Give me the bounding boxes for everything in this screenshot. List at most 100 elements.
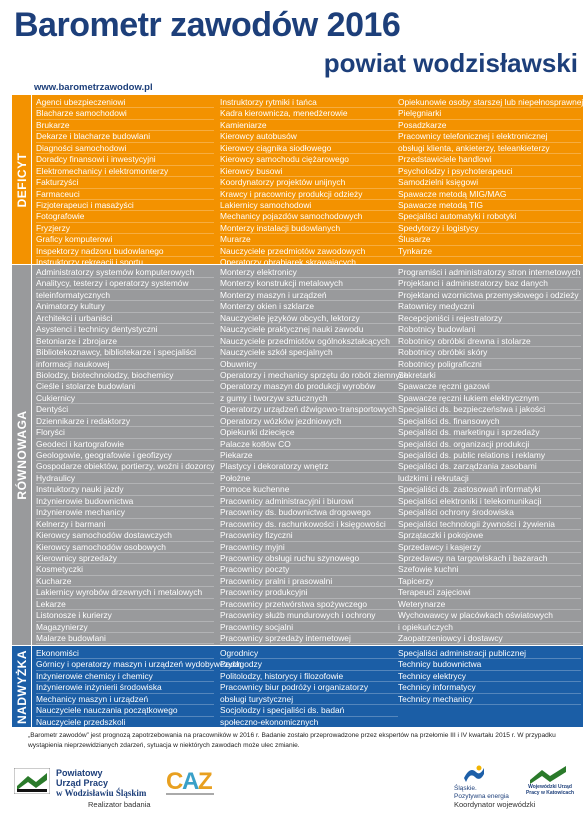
occupation: Kucharze — [36, 576, 214, 588]
occupation: Cieśle i stolarze budowlani — [36, 381, 214, 393]
occupation: Nauczyciele nauczania początkowego — [36, 705, 214, 717]
occupation: Ekonomiści — [36, 648, 214, 660]
occupation: Sprzedawcy na targowiskach i bazarach — [398, 553, 581, 565]
occupation: z gumy i tworzyw sztucznych — [220, 393, 398, 405]
occupation: Pracownicy myjni — [220, 542, 398, 553]
wup-logo: Wojewódzki Urząd Pracy w Katowicach — [525, 784, 575, 796]
occupation: Diagności samochodowi — [36, 143, 214, 155]
column: Agenci ubezpieczeniowi Blacharze samochod… — [36, 97, 214, 269]
occupation: Nauczyciele przedszkoli — [36, 717, 214, 729]
occupation: Dentyści — [36, 404, 214, 416]
occupation: Obuwnicy — [220, 359, 398, 370]
occupation: Mechanicy maszyn i urządzeń — [36, 694, 214, 706]
occupation: Robotnicy obróbki skóry — [398, 347, 581, 359]
occupation: Opiekunowie osoby starszej lub niepełnos… — [398, 97, 584, 109]
occupation: informacji naukowej — [36, 359, 214, 370]
occupation: Zaopatrzeniowcy i dostawcy — [398, 633, 581, 645]
occupation: Kierownicy sprzedaży — [36, 553, 214, 565]
section-label-strip: DEFICYT — [12, 95, 32, 264]
occupation: Robotnicy poligraficzni — [398, 359, 581, 370]
occupation: Samodzielni księgowi — [398, 177, 581, 189]
occupation: Pracownicy sprzedaży internetowej — [220, 633, 398, 645]
subtitle: powiat wodzisławski — [323, 48, 578, 78]
logo-line: Powiatowy — [56, 768, 103, 778]
section: NADWYŻKA Ekonomiści Górnicy i operatorzy m… — [12, 646, 583, 729]
occupation: Fakturzyści — [36, 177, 214, 189]
column: Instruktorzy rytmiki i tańca Kadra kierow… — [220, 97, 398, 269]
occupation: Dekarze i blacharze budowlani — [36, 131, 214, 143]
occupation: Specjaliści administracji publicznej — [398, 648, 581, 660]
occupation: Nauczyciele przedmiotów zawodowych — [220, 246, 398, 258]
occupation: Operatorzy i mechanicy sprzętu do robót … — [220, 369, 409, 382]
occupation: Palacze kotłów CO — [220, 439, 398, 450]
occupation: obsługi klienta, ankieterzy, teleankiete… — [398, 143, 581, 155]
caz-logo: C A Z — [166, 768, 214, 795]
slaskie-logo: Śląskie. Pozytywna energia — [454, 785, 509, 800]
section: RÓWNOWAGA Administratorzy systemów komput… — [12, 265, 583, 656]
occupation: Technicy mechanicy — [398, 694, 581, 706]
occupation: Wychowawcy w placówkach oświatowych — [398, 610, 581, 622]
note: „Barometr zawodów” jest prognozą zapotrz… — [28, 732, 556, 749]
column: Specjaliści administracji publicznej Tech… — [398, 648, 581, 706]
occupation: Spawacze metodą MIG/MAG — [398, 189, 581, 200]
occupation: Pracownicy poczty — [220, 564, 398, 576]
occupation: ludzkimi i rekrutacji — [398, 473, 581, 485]
occupation: Blacharze samochodowi — [36, 108, 214, 120]
occupation: Przedstawiciele handlowi — [398, 154, 581, 166]
occupation: Recepcjoniści i rejestratorzy — [398, 313, 581, 325]
occupation: Pomoce kuchenne — [220, 484, 398, 496]
occupation: Górnicy i operatorzy maszyn i urządzeń w… — [36, 659, 242, 671]
occupation: Kierowcy samochodów dostawczych — [36, 530, 214, 542]
occupation: Opiekunki dziecięce — [220, 427, 398, 439]
occupation: Ślusarze — [398, 234, 581, 246]
occupation: Hydraulicy — [36, 473, 214, 485]
occupation: Psycholodzy i psychoterapeuci — [398, 166, 581, 178]
occupation: Monterzy elektronicy — [220, 267, 398, 279]
occupation: Pracownicy obsługi ruchu szynowego — [220, 553, 398, 565]
column: Programiści i administratorzy stron inte… — [398, 267, 581, 645]
occupation: Pracownicy biur podróży i organizatorzy — [220, 682, 398, 694]
occupation: Pracownicy pralni i prasowalni — [220, 576, 398, 588]
occupation: Gospodarze obiektów, portierzy, woźni i … — [36, 461, 215, 473]
section-label: NADWYŻKA — [14, 649, 29, 724]
occupation: Analitycy, testerzy i operatorzy systemó… — [36, 278, 214, 290]
occupation: Specjaliści elektroniki i telekomunikacj… — [398, 496, 581, 508]
occupation: Lakiernicy samochodowi — [220, 200, 398, 212]
occupation: Nauczyciele praktycznej nauki zawodu — [220, 324, 398, 336]
occupation: Plastycy i dekoratorzy wnętrz — [220, 461, 398, 473]
occupation: Doradcy finansowi i inwestycyjni — [36, 154, 214, 166]
occupation: Nauczyciele przedmiotów ogólnokształcący… — [220, 336, 398, 348]
pup-logo: Powiatowy Urząd Pracy w Wodzisławiu Śląs… — [56, 768, 146, 798]
occupation: Operatorzy urządzeń dźwigowo-transportow… — [220, 404, 398, 416]
logo-line: w Wodzisławiu Śląskim — [56, 788, 147, 798]
column: Ekonomiści Górnicy i operatorzy maszyn i … — [36, 648, 242, 729]
caption: Realizator badania — [88, 800, 151, 809]
occupation: Geologowie, geografowie i geofizycy — [36, 450, 214, 462]
occupation: Programiści i administratorzy stron inte… — [398, 267, 581, 279]
wup-icon — [530, 766, 566, 784]
logo-line: Śląskie. — [454, 785, 477, 792]
occupation: Lakiernicy wyrobów drzewnych i metalowyc… — [36, 587, 214, 599]
occupation: Monterzy okien i szklarze — [220, 301, 398, 313]
section-label-strip: RÓWNOWAGA — [12, 265, 32, 645]
occupation: Specjaliści ds. marketingu i sprzedaży — [398, 427, 581, 439]
occupation: Technicy informatycy — [398, 682, 581, 694]
slaskie-icon — [464, 765, 484, 782]
occupation: Fizjoterapeuci i masażyści — [36, 200, 214, 212]
occupation: obsługi turystycznej — [220, 694, 398, 706]
occupation: Inżynierowie mechanicy — [36, 507, 214, 519]
occupation: Tapicerzy — [398, 576, 581, 588]
url: www.barometrzawodow.pl — [34, 82, 153, 93]
occupation: Weterynarze — [398, 599, 581, 611]
occupation: Listonosze i kurierzy — [36, 610, 214, 622]
column: Ogrodnicy Pedagodzy Politolodzy, historycy… — [220, 648, 398, 729]
caption: Koordynator wojewódzki — [454, 800, 536, 809]
section-label-strip: NADWYŻKA — [12, 646, 32, 727]
occupation: Inżynierowie chemicy i chemicy — [36, 671, 214, 683]
occupation: Posadzkarze — [398, 120, 581, 132]
occupation: Spawacze ręczni łukiem elektrycznym — [398, 393, 581, 405]
occupation: Koordynatorzy projektów unijnych — [220, 177, 398, 189]
occupation: Pracownicy produkcyjni — [220, 587, 398, 599]
occupation: Kierowcy autobusów — [220, 131, 398, 143]
occupation: Animatorzy kultury — [36, 301, 214, 313]
